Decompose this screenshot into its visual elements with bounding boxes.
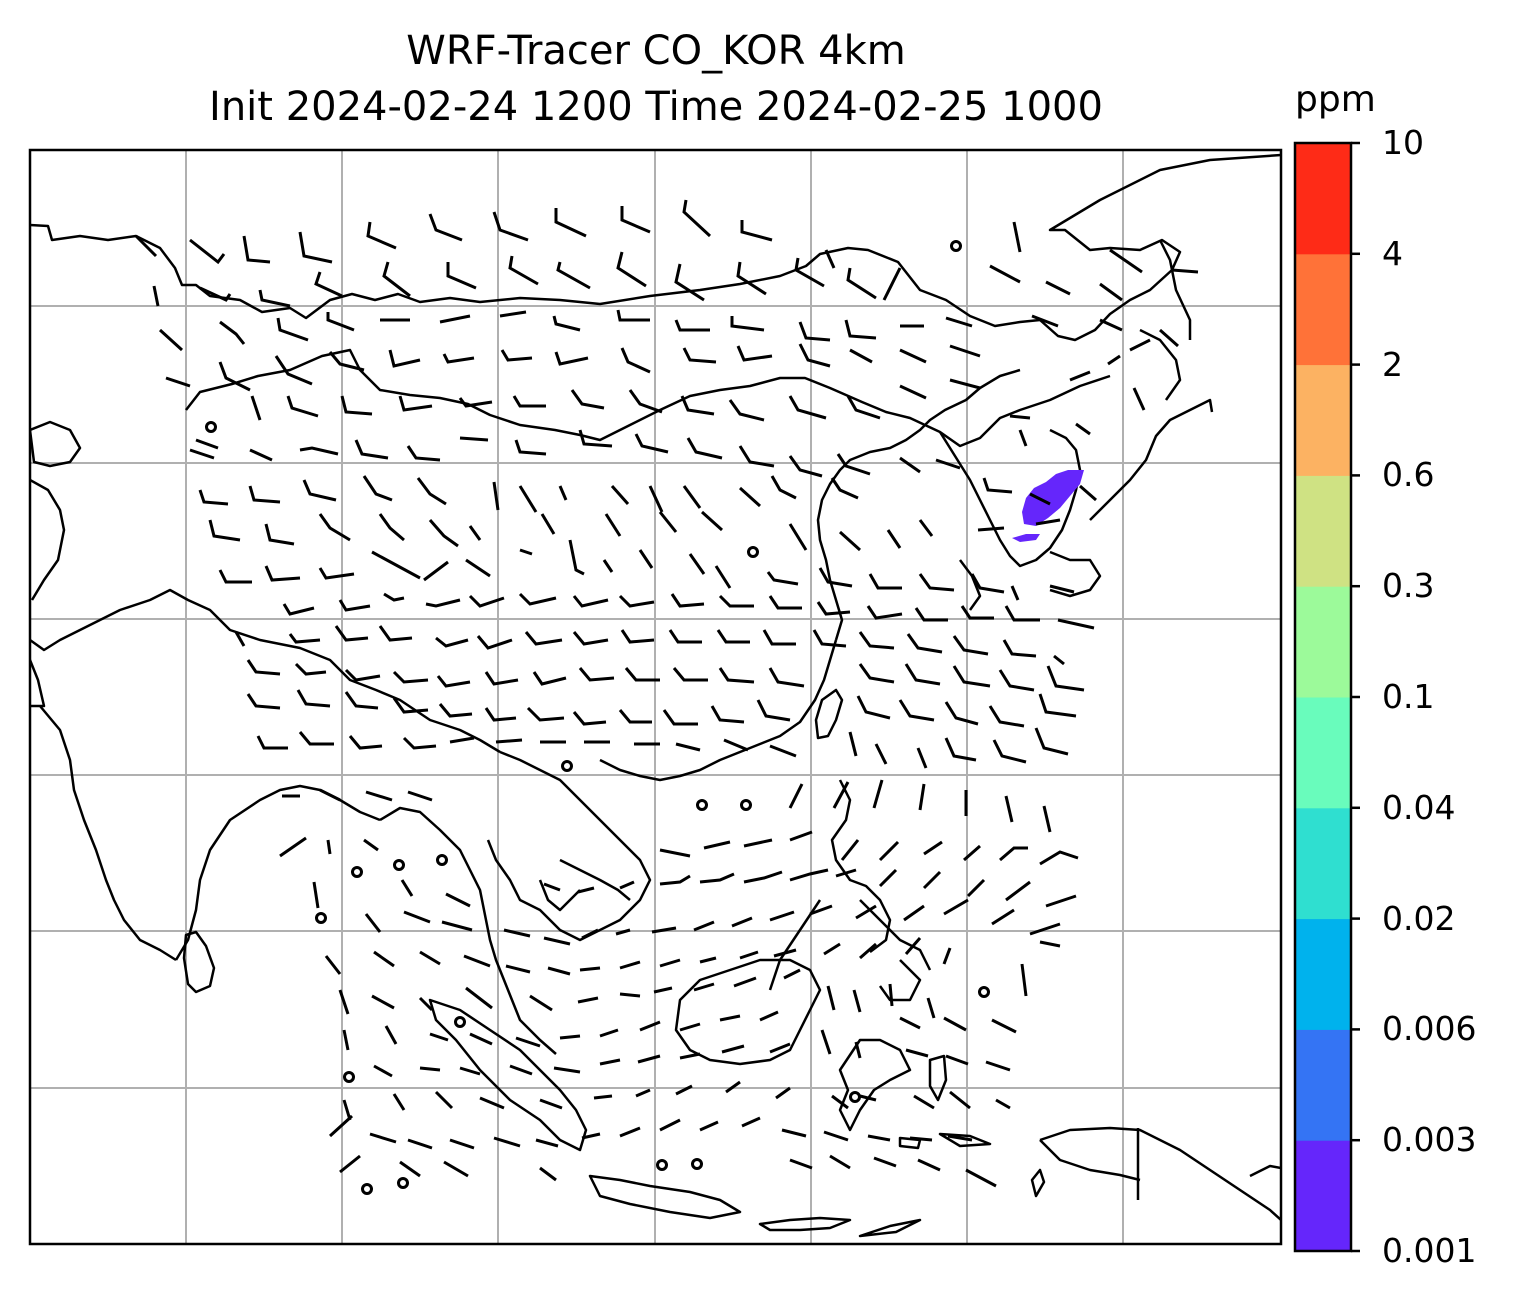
colorbar (1295, 141, 1360, 1253)
colorbar-tick-label: 2 (1382, 344, 1403, 384)
colorbar-unit-label: ppm (1295, 79, 1376, 120)
colorbar-tick-label: 0.6 (1382, 455, 1435, 495)
colorbar-segment-7 (1295, 364, 1351, 476)
colorbar-tick-label: 10 (1382, 123, 1424, 162)
colorbar-tick-label: 0.02 (1382, 898, 1456, 938)
map-title-line1: WRF-Tracer CO_KOR 4km (406, 28, 906, 74)
colorbar-tick-label: 0.3 (1382, 566, 1435, 606)
colorbar-tick-label: 4 (1382, 233, 1403, 273)
colorbar-frame (1293, 141, 1353, 1253)
colorbar-segment-4 (1295, 697, 1351, 809)
colorbar-tick-label: 0.003 (1382, 1120, 1477, 1160)
colorbar-segment-6 (1295, 475, 1351, 587)
co-tracer-plume (1012, 470, 1084, 542)
colorbar-tick-label: 0.001 (1382, 1231, 1477, 1270)
colorbar-segment-3 (1295, 807, 1351, 920)
map-title-line2: Init 2024-02-24 1200 Time 2024-02-25 100… (209, 84, 1103, 130)
colorbar-tick-label: 0.04 (1382, 787, 1456, 827)
lat-lon-grid (30, 150, 1281, 1244)
colorbar-tick-label: 0.1 (1382, 677, 1435, 716)
colorbar-tick-label: 0.006 (1382, 1009, 1477, 1049)
colorbar-segment-5 (1295, 586, 1351, 698)
colorbar-segment-2 (1295, 918, 1351, 1030)
colorbar-segment-1 (1295, 1029, 1351, 1141)
map-frame (28, 148, 1283, 1246)
colorbar-segment-8 (1295, 253, 1351, 366)
wind-barbs (134, 199, 1199, 1188)
colorbar-segment-0 (1295, 1140, 1351, 1252)
calm-wind-circles (205, 240, 990, 1195)
colorbar-segment-9 (1295, 143, 1351, 255)
